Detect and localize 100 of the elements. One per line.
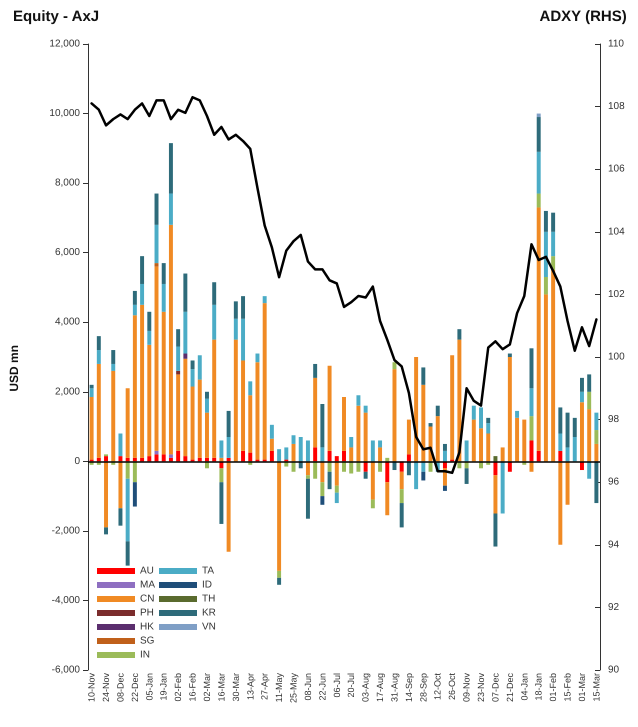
bar: [392, 362, 396, 370]
legend-label: KR: [202, 608, 216, 618]
bar: [147, 312, 152, 331]
bar: [277, 461, 282, 571]
bar: [226, 436, 231, 458]
x-tick-label: 06-Jul: [332, 673, 342, 698]
bar: [530, 440, 534, 462]
y-tick-label: -4,000: [52, 594, 80, 606]
bar: [587, 374, 592, 392]
bar: [292, 444, 296, 462]
bar: [500, 461, 505, 514]
bar: [508, 357, 512, 462]
y2-tick-label: 100: [608, 352, 626, 362]
bar: [414, 357, 418, 462]
bar: [176, 374, 180, 451]
x-tick-label: 19-Jan: [158, 673, 169, 701]
x-tick-label: 08-Dec: [115, 672, 126, 702]
bar: [140, 304, 144, 458]
bar: [580, 402, 584, 462]
bar: [493, 514, 498, 547]
bar: [118, 461, 122, 508]
bar: [176, 346, 180, 371]
bar: [349, 436, 354, 448]
bar: [132, 290, 137, 305]
x-tick-label: 12-Oct: [432, 672, 443, 700]
bar: [306, 475, 310, 479]
x-tick-label: 15-Mar: [591, 673, 602, 702]
y2-tick-label: 98: [608, 414, 620, 426]
bar: [421, 367, 426, 385]
bar: [104, 461, 108, 528]
y-axis-title: USD mn: [7, 345, 21, 392]
y-tick-label: 4,000: [54, 316, 80, 328]
bar: [378, 440, 382, 448]
bar: [104, 456, 108, 462]
bar: [551, 270, 556, 462]
bar: [140, 284, 144, 305]
bar: [334, 456, 339, 462]
bar: [442, 444, 447, 451]
y-tick-label: 2,000: [54, 386, 80, 398]
y2-tick-label: 106: [608, 164, 626, 175]
bar: [212, 282, 216, 305]
bar: [334, 461, 339, 486]
bar: [132, 458, 137, 462]
bar: [457, 329, 462, 340]
bar: [536, 117, 541, 152]
bar: [255, 354, 260, 362]
y2-tick-label: 92: [608, 602, 620, 613]
bar: [154, 454, 158, 462]
bar: [558, 461, 562, 545]
bar: [530, 348, 534, 388]
bar: [183, 274, 188, 312]
bar: [212, 304, 216, 340]
bar: [198, 458, 202, 462]
bar: [334, 492, 339, 504]
bar: [594, 412, 598, 430]
x-tick-label: 15-Feb: [562, 673, 573, 702]
legend-label: TA: [202, 566, 214, 576]
bar: [486, 423, 490, 434]
bar: [536, 207, 541, 451]
y2-tick-label: 94: [608, 539, 620, 550]
bar: [551, 212, 556, 232]
bar: [486, 418, 490, 424]
bar: [154, 450, 158, 454]
bar: [126, 541, 130, 566]
bar: [234, 318, 238, 340]
x-tick-label: 18-Jan: [534, 673, 544, 701]
bar: [168, 454, 173, 458]
x-tick-label: 03-Aug: [360, 673, 371, 702]
bar: [313, 378, 318, 448]
x-tick-label: 07-Dec: [490, 672, 500, 702]
chart-title: Equity - AxJ: [13, 8, 100, 25]
bar: [580, 392, 584, 402]
bar: [320, 482, 324, 496]
bar: [370, 500, 375, 508]
legend-label: MA: [140, 580, 156, 590]
bar: [162, 312, 166, 454]
bar: [370, 440, 375, 462]
bar: [342, 396, 346, 451]
bar: [162, 284, 166, 312]
bar: [96, 364, 101, 458]
bar: [219, 458, 224, 462]
bar: [183, 354, 188, 359]
legend-label: AU: [140, 566, 154, 576]
bar: [132, 315, 137, 458]
y-tick-label: 12,000: [49, 38, 80, 50]
x-tick-label: 05-Jan: [144, 673, 154, 701]
bar: [558, 434, 562, 451]
bar: [118, 456, 122, 462]
bar: [96, 350, 101, 364]
bar: [580, 378, 584, 392]
bar: [205, 458, 209, 462]
bar: [168, 194, 173, 225]
x-tick-label: 22-Jun: [317, 673, 328, 701]
bar: [298, 436, 303, 462]
bar: [515, 418, 520, 462]
bar: [385, 458, 390, 462]
x-tick-label: 21-Dec: [504, 672, 515, 702]
x-tick-label: 04-Jan: [519, 673, 530, 701]
bar: [328, 366, 332, 451]
bar: [226, 461, 231, 552]
